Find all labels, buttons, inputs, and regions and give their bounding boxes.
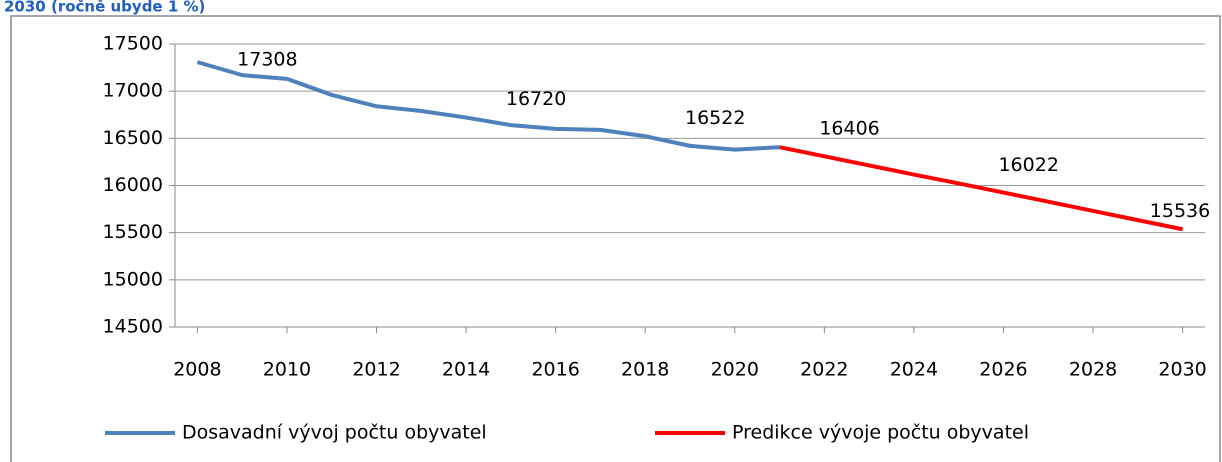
chart-title: 2030 (ročně ubyde 1 %) [4, 0, 205, 16]
y-tick-label: 16000 [103, 174, 163, 196]
x-tick-label: 2022 [800, 359, 848, 381]
legend-label: Dosavadní vývoj počtu obyvatel [182, 422, 487, 444]
data-label: 16406 [819, 118, 879, 140]
y-tick-label: 15000 [103, 268, 163, 290]
x-tick-label: 2026 [979, 359, 1027, 381]
x-tick-label: 2012 [352, 359, 400, 381]
x-tick-label: 2024 [890, 359, 938, 381]
y-tick-label: 14500 [103, 316, 163, 338]
x-tick-label: 2028 [1069, 359, 1117, 381]
x-tick-label: 2014 [442, 359, 490, 381]
y-tick-label: 16500 [103, 127, 163, 149]
x-tick-label: 2016 [531, 359, 579, 381]
data-label: 15536 [1150, 200, 1210, 222]
series-line [196, 60, 780, 152]
x-tick-label: 2020 [711, 359, 759, 381]
series-line [779, 145, 1184, 232]
y-tick-label: 17500 [103, 33, 163, 55]
x-tick-label: 2010 [263, 359, 311, 381]
data-label: 16522 [685, 107, 745, 129]
chart-frame [10, 15, 1221, 462]
x-tick-label: 2008 [173, 359, 221, 381]
data-label: 16022 [998, 154, 1058, 176]
y-tick-label: 17000 [103, 80, 163, 102]
y-tick-label: 15500 [103, 221, 163, 243]
x-tick-label: 2030 [1158, 359, 1206, 381]
data-label: 17308 [237, 49, 297, 71]
x-tick-label: 2018 [621, 359, 669, 381]
data-label: 16720 [506, 88, 566, 110]
legend-label: Predikce vývoje počtu obyvatel [732, 422, 1029, 444]
